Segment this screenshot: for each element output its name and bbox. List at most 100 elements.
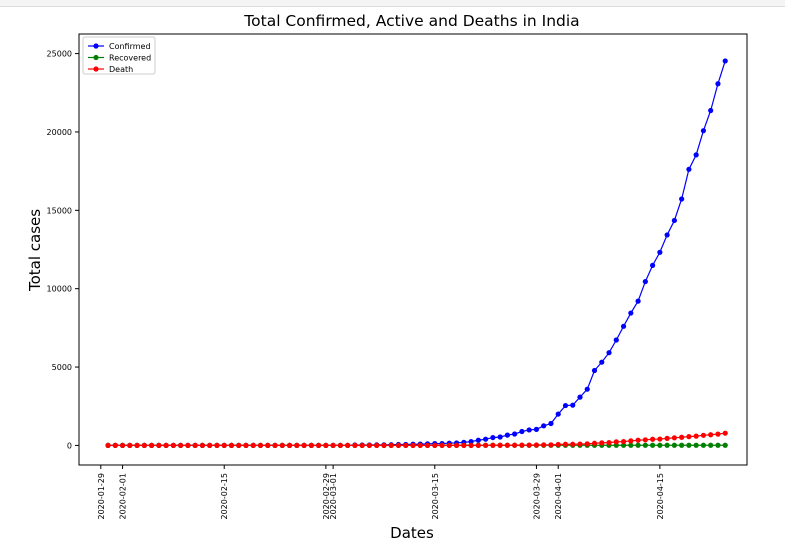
data-point [693, 433, 699, 439]
y-axis: 0 5000 10000 15000 20000 25000 [47, 50, 79, 450]
data-point [541, 423, 547, 429]
data-point [657, 249, 663, 255]
data-point [628, 438, 634, 444]
data-point [628, 442, 634, 448]
data-point [345, 442, 351, 449]
legend-item-death: Death [88, 65, 133, 74]
data-point [700, 442, 707, 448]
data-point [381, 442, 387, 449]
data-point [693, 442, 699, 448]
data-point [657, 442, 663, 448]
data-point [671, 217, 677, 224]
data-point [119, 442, 126, 449]
legend-item-recovered: Recovered [88, 54, 151, 63]
data-point [693, 152, 699, 158]
data-point [410, 442, 416, 448]
data-point [323, 442, 329, 449]
x-tick-label: 2020-03-29 [532, 473, 541, 520]
data-point [265, 442, 271, 449]
data-point [395, 442, 402, 449]
data-point [722, 442, 728, 448]
data-point [650, 436, 656, 442]
data-point [650, 262, 656, 268]
series-confirmed [105, 58, 728, 448]
data-point [468, 442, 474, 448]
x-tick-label: 2020-02-29 [322, 473, 331, 520]
data-point [257, 442, 264, 449]
data-point [620, 323, 627, 329]
data-point [490, 434, 496, 441]
data-point [664, 435, 670, 441]
series-death [105, 430, 728, 449]
data-point [483, 442, 489, 448]
data-point [555, 411, 561, 417]
data-point [468, 438, 474, 445]
data-point [475, 437, 481, 443]
data-point [127, 442, 133, 449]
legend: Confirmed Recovered Death [82, 36, 156, 75]
x-tick-label: 2020-01-29 [97, 473, 106, 520]
data-point [671, 442, 677, 448]
data-point [330, 442, 336, 449]
y-tick-label: 15000 [47, 206, 72, 215]
data-point [461, 442, 467, 448]
data-point [679, 196, 685, 202]
data-point [170, 442, 176, 449]
chart-title: Total Confirmed, Active and Deaths in In… [243, 12, 579, 30]
data-point [635, 298, 641, 304]
data-point [105, 442, 111, 449]
data-point [490, 442, 496, 448]
data-point [679, 434, 685, 440]
data-point [163, 442, 169, 449]
data-point [228, 442, 235, 449]
legend-label: Confirmed [109, 42, 151, 51]
data-point [708, 432, 714, 438]
x-tick-label: 2020-03-01 [329, 473, 338, 520]
data-point [533, 442, 540, 448]
legend-marker [93, 43, 99, 49]
data-point [679, 442, 685, 448]
data-point [628, 310, 634, 316]
data-point [715, 442, 721, 448]
y-tick-label: 25000 [47, 50, 72, 59]
data-point [192, 442, 198, 449]
data-point [606, 440, 612, 446]
data-point [403, 442, 409, 448]
x-axis-label: Dates [390, 524, 434, 542]
data-point [134, 442, 140, 449]
data-point [613, 439, 619, 445]
top-strip [0, 0, 785, 7]
data-point [642, 437, 648, 443]
data-point [352, 442, 358, 449]
data-point [221, 442, 227, 449]
data-point [483, 436, 489, 442]
data-point [570, 402, 576, 408]
y-axis-label: Total cases [26, 209, 44, 292]
data-point [620, 442, 627, 448]
data-point [700, 128, 707, 134]
data-point [178, 442, 184, 449]
data-point [570, 441, 576, 447]
y-tick-label: 10000 [47, 285, 72, 294]
data-point [417, 442, 423, 448]
data-point [635, 442, 641, 448]
data-point [642, 442, 648, 448]
legend-label: Death [109, 65, 133, 74]
data-point [504, 432, 510, 438]
data-point [686, 442, 692, 448]
data-point [432, 442, 438, 448]
data-point [374, 442, 380, 449]
data-point [555, 441, 561, 448]
data-point [577, 441, 583, 447]
data-point [599, 359, 605, 365]
data-point [236, 442, 242, 449]
data-point [316, 442, 322, 449]
data-point [599, 440, 605, 446]
data-point [272, 442, 278, 449]
data-point [512, 431, 518, 437]
y-tick-label: 0 [67, 441, 72, 450]
data-point [301, 442, 307, 449]
data-point [642, 278, 648, 285]
data-point [359, 442, 365, 449]
data-point [512, 442, 518, 448]
